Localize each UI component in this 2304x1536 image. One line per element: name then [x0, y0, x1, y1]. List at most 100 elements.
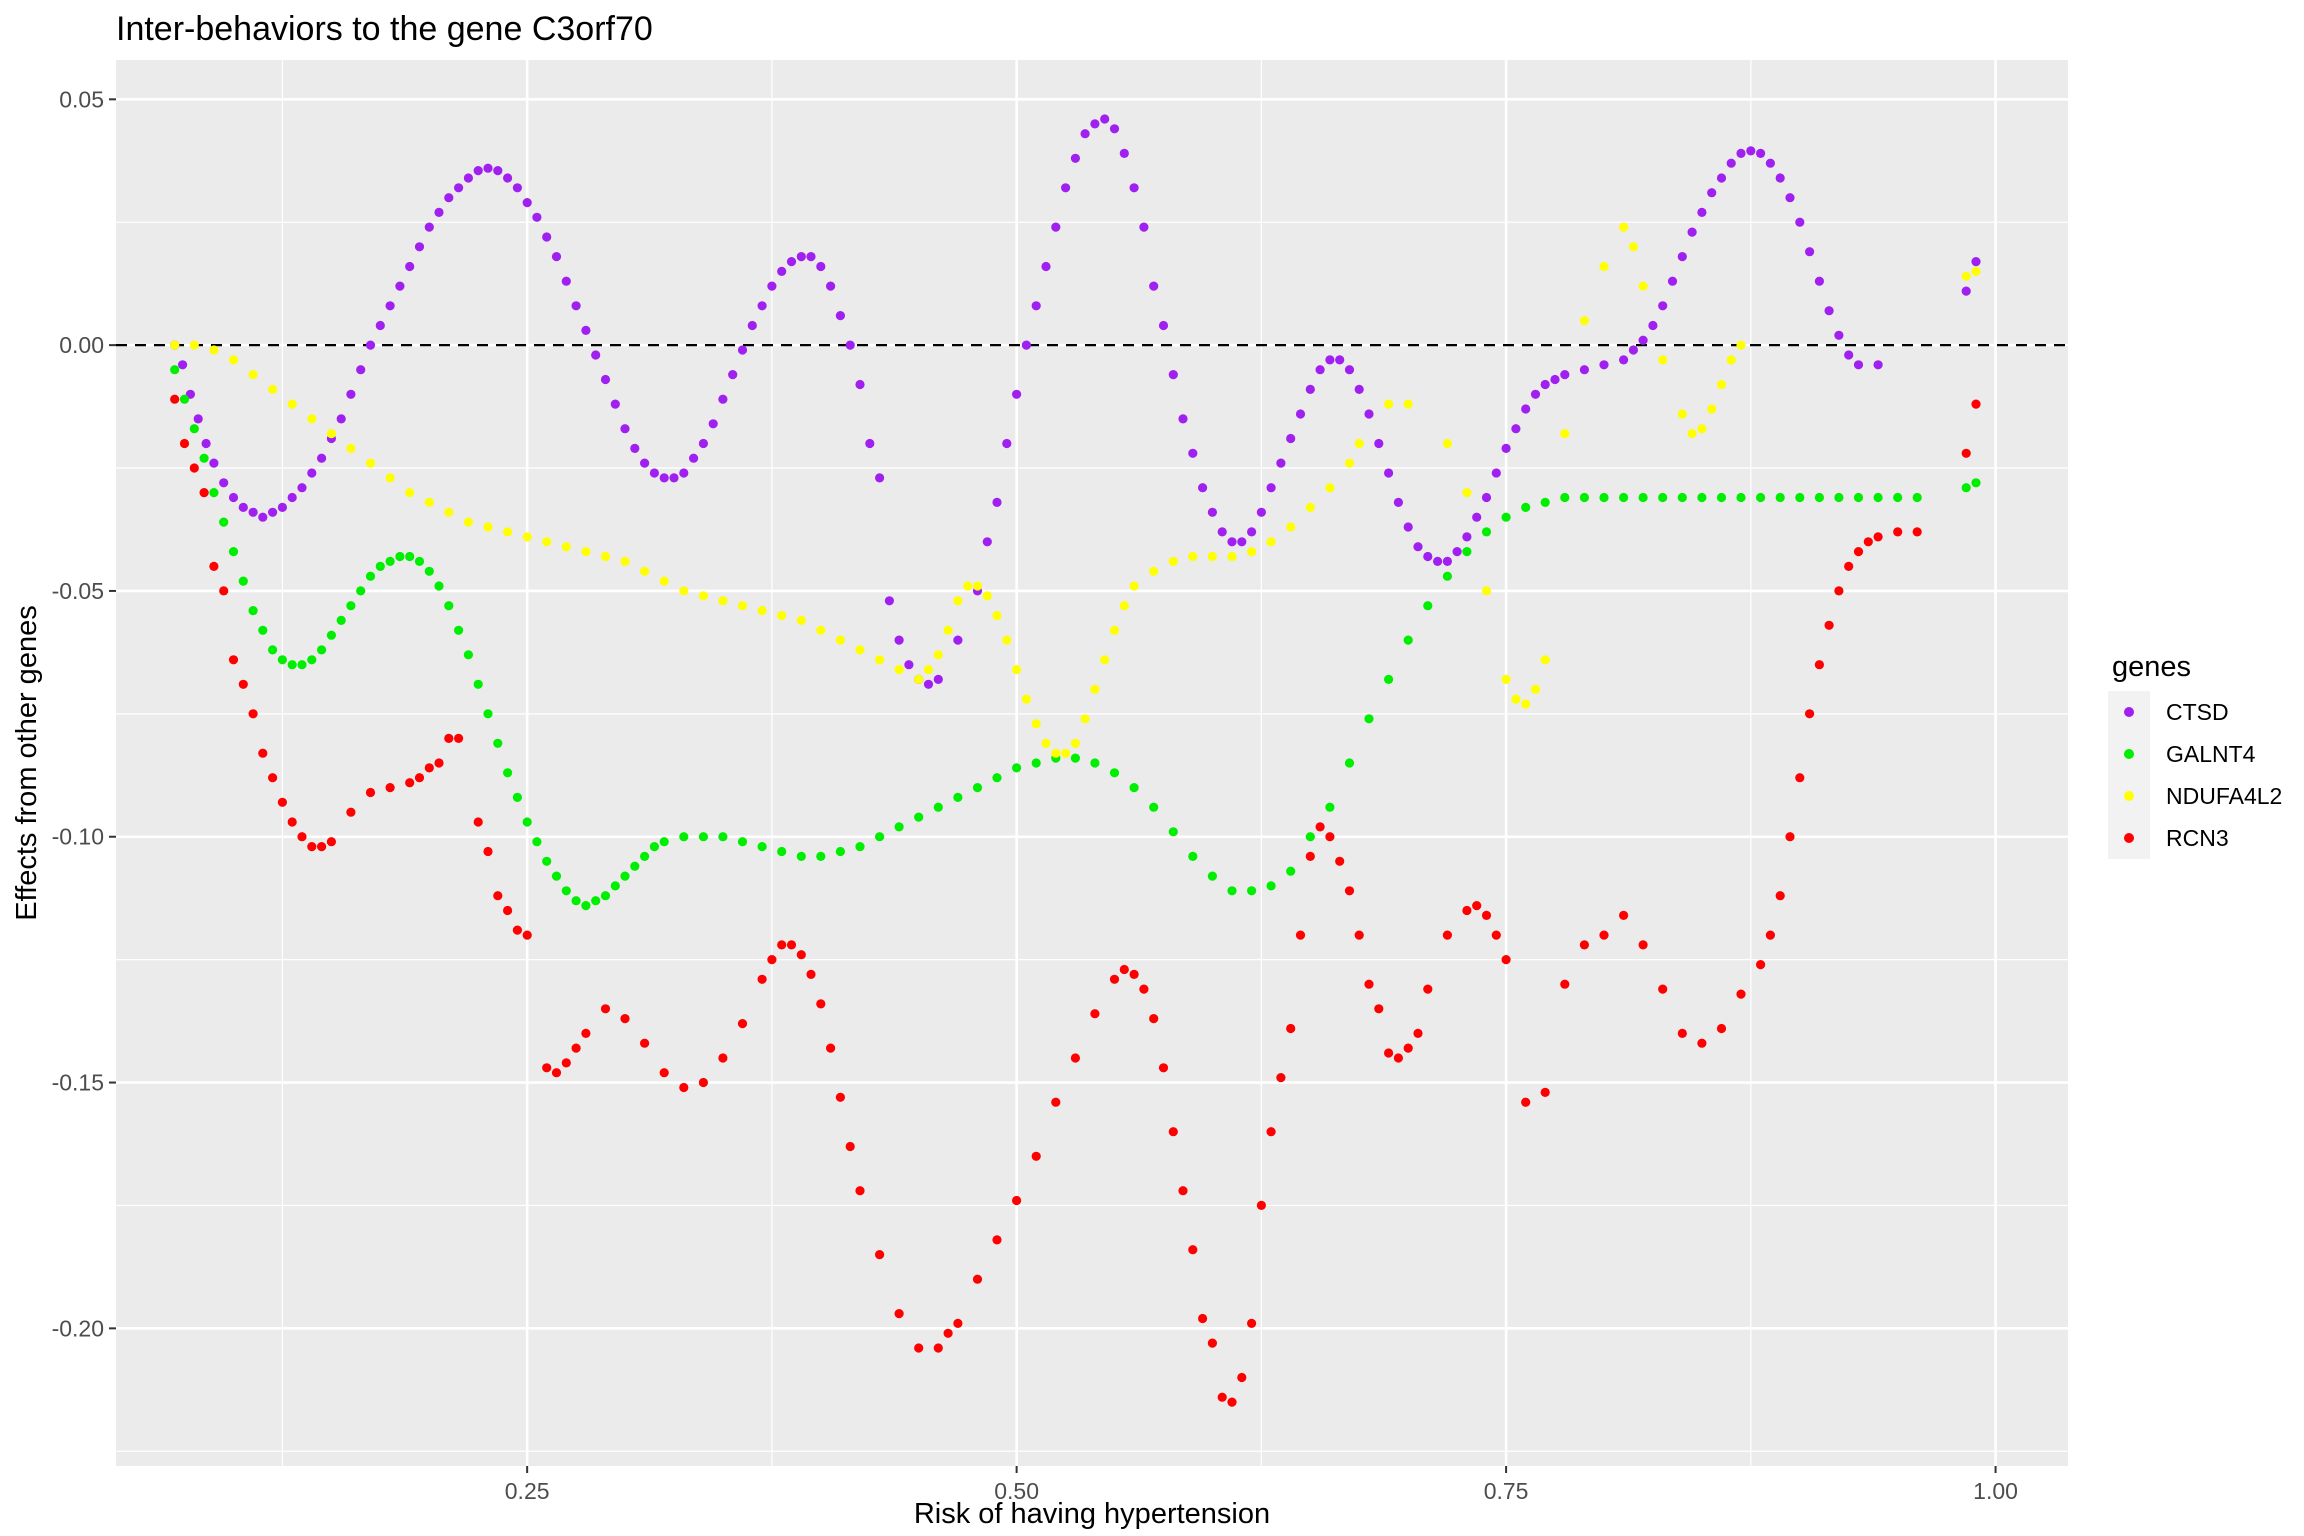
data-point	[1853, 360, 1864, 370]
data-point	[1521, 404, 1531, 414]
data-point	[1912, 492, 1922, 503]
data-point	[424, 222, 434, 232]
data-point	[826, 281, 836, 291]
data-point	[336, 615, 346, 626]
data-point	[1315, 822, 1325, 832]
data-point	[1619, 222, 1629, 232]
data-point	[1305, 502, 1315, 512]
data-point	[1384, 1048, 1394, 1058]
data-point	[483, 522, 493, 532]
data-point	[1217, 1392, 1227, 1402]
data-point	[1452, 547, 1462, 557]
data-point	[1697, 1038, 1707, 1048]
data-point	[463, 517, 473, 527]
data-point	[1756, 492, 1766, 503]
data-point	[1266, 881, 1276, 891]
data-point	[835, 635, 846, 645]
data-point	[1237, 537, 1247, 547]
data-point	[414, 556, 425, 567]
data-point	[1305, 832, 1315, 842]
data-point	[835, 311, 846, 321]
data-point	[1344, 758, 1355, 768]
data-point	[845, 340, 855, 350]
data-point	[1393, 1053, 1403, 1063]
data-point	[1012, 665, 1022, 675]
data-point	[1462, 547, 1472, 557]
data-point	[737, 1019, 748, 1029]
data-point	[728, 370, 738, 380]
data-point	[209, 561, 219, 572]
data-point	[1814, 660, 1824, 670]
data-point	[1384, 674, 1394, 685]
data-point	[1716, 492, 1727, 503]
data-point	[1579, 940, 1589, 950]
y-axis-ticks: 0.05 0.00 -0.05 -0.10 -0.15 -0.20	[52, 86, 116, 1341]
data-point	[1256, 1200, 1266, 1210]
data-point	[1286, 1023, 1296, 1034]
data-point	[1481, 910, 1492, 921]
data-point	[1579, 492, 1589, 503]
data-point	[757, 974, 767, 984]
data-point	[1207, 507, 1217, 517]
data-point	[424, 497, 434, 507]
data-point	[1756, 148, 1766, 158]
data-point	[1746, 146, 1756, 156]
data-point	[923, 679, 934, 689]
data-point	[522, 198, 532, 208]
data-point	[503, 527, 513, 537]
data-point	[1109, 974, 1120, 984]
data-point	[170, 394, 180, 404]
data-point	[1716, 173, 1727, 183]
data-point	[365, 340, 376, 350]
data-point	[1100, 114, 1110, 124]
data-point	[1149, 802, 1159, 812]
data-point	[845, 1141, 855, 1152]
data-point	[1736, 148, 1746, 158]
data-point	[777, 610, 787, 621]
data-point	[1061, 748, 1071, 758]
data-point	[796, 851, 806, 862]
data-point	[454, 733, 464, 744]
legend-swatch	[2124, 749, 2134, 759]
data-point	[1286, 522, 1296, 532]
data-point	[1276, 458, 1286, 468]
data-point	[1540, 379, 1550, 390]
data-point	[1149, 281, 1159, 291]
data-point	[1139, 222, 1149, 232]
data-point	[248, 709, 258, 719]
y-tick-label: -0.20	[52, 1315, 104, 1341]
data-point	[473, 166, 483, 176]
data-point	[757, 606, 767, 616]
legend-label: RCN3	[2166, 825, 2229, 851]
data-point	[1873, 492, 1883, 503]
data-point	[228, 492, 239, 503]
data-point	[297, 832, 307, 842]
data-point	[1442, 930, 1452, 940]
data-point	[1070, 153, 1080, 163]
data-point	[1002, 438, 1012, 449]
data-point	[444, 193, 454, 203]
x-tick-label: 0.50	[994, 1478, 1039, 1504]
x-axis-title: Risk of having hypertension	[914, 1498, 1270, 1530]
data-point	[1031, 719, 1041, 729]
data-point	[1462, 905, 1472, 916]
data-point	[786, 940, 797, 950]
data-point	[669, 473, 679, 483]
data-point	[395, 551, 405, 562]
data-point	[953, 1318, 963, 1328]
data-point	[1912, 527, 1922, 537]
data-point	[982, 591, 992, 601]
data-point	[1344, 458, 1355, 468]
data-point	[258, 625, 268, 635]
data-point	[659, 1068, 669, 1078]
data-point	[1012, 1195, 1022, 1206]
data-point	[1599, 261, 1609, 272]
data-point	[209, 458, 219, 468]
data-point	[1413, 542, 1423, 552]
data-point	[640, 1038, 650, 1048]
data-point	[1658, 492, 1668, 503]
data-point	[1158, 320, 1169, 331]
data-point	[855, 645, 865, 655]
data-point	[385, 783, 395, 793]
data-point	[1119, 148, 1129, 158]
